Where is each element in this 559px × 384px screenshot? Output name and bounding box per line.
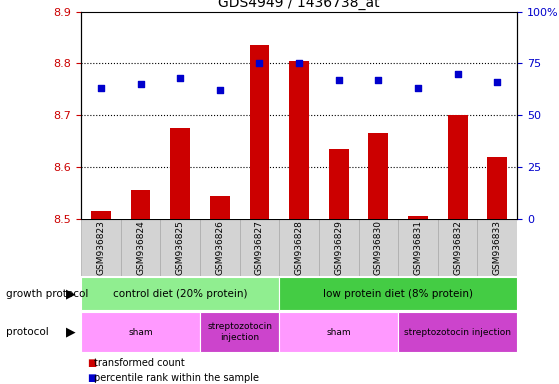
Text: ■: ■ [87,358,96,368]
Text: ▶: ▶ [66,326,75,339]
Bar [438,219,477,276]
Bar [408,216,428,219]
Text: sham: sham [326,328,351,337]
Text: percentile rank within the sample: percentile rank within the sample [94,373,259,383]
Bar [160,219,200,276]
Bar [289,61,309,219]
Bar [448,115,467,219]
Bar [280,312,398,353]
Text: GSM936826: GSM936826 [215,220,224,275]
Bar [81,277,280,310]
Bar [131,190,150,219]
Text: streptozotocin injection: streptozotocin injection [404,328,511,337]
Point [136,81,145,87]
Bar [487,157,507,219]
Text: sham: sham [128,328,153,337]
Text: GSM936828: GSM936828 [295,220,304,275]
Point [374,77,383,83]
Bar [368,133,389,219]
Text: ▶: ▶ [66,287,75,300]
Point [295,60,304,66]
Bar [81,312,200,353]
Bar [170,128,190,219]
Bar [210,195,230,219]
Bar [240,219,280,276]
Bar [91,211,111,219]
Text: GSM936827: GSM936827 [255,220,264,275]
Text: low protein diet (8% protein): low protein diet (8% protein) [323,289,473,299]
Bar [398,219,438,276]
Bar [200,312,280,353]
Text: growth protocol: growth protocol [6,289,88,299]
Bar [200,219,240,276]
Text: GSM936823: GSM936823 [96,220,106,275]
Bar [280,277,517,310]
Point [215,87,224,93]
Title: GDS4949 / 1436738_at: GDS4949 / 1436738_at [218,0,380,10]
Point [96,85,105,91]
Bar [319,219,358,276]
Text: protocol: protocol [6,327,48,337]
Bar [81,219,121,276]
Text: ■: ■ [87,373,96,383]
Text: streptozotocin
injection: streptozotocin injection [207,323,272,342]
Bar [121,219,160,276]
Bar [249,45,269,219]
Bar [477,219,517,276]
Text: GSM936830: GSM936830 [374,220,383,275]
Text: GSM936832: GSM936832 [453,220,462,275]
Text: GSM936829: GSM936829 [334,220,343,275]
Point [176,75,184,81]
Bar [398,312,517,353]
Text: GSM936825: GSM936825 [176,220,184,275]
Point [334,77,343,83]
Point [493,79,502,85]
Text: GSM936824: GSM936824 [136,220,145,275]
Text: control diet (20% protein): control diet (20% protein) [113,289,248,299]
Point [255,60,264,66]
Point [414,85,423,91]
Point [453,71,462,77]
Bar [280,219,319,276]
Text: transformed count: transformed count [94,358,184,368]
Bar [358,219,398,276]
Text: GSM936831: GSM936831 [414,220,423,275]
Bar [329,149,349,219]
Text: GSM936833: GSM936833 [492,220,502,275]
